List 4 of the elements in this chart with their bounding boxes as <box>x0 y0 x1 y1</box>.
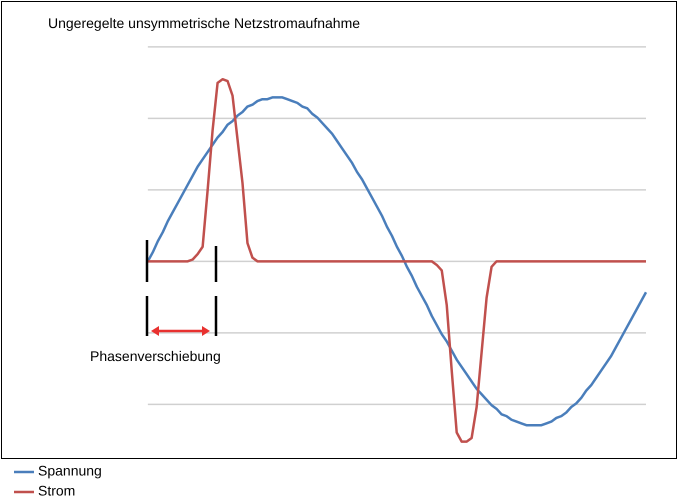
legend-label: Spannung <box>38 462 102 479</box>
legend-label: Strom <box>38 482 76 499</box>
chart-title: Ungeregelte unsymmetrische Netzstromaufnahme <box>48 15 360 31</box>
annotation: Phasenverschiebung <box>90 348 221 364</box>
